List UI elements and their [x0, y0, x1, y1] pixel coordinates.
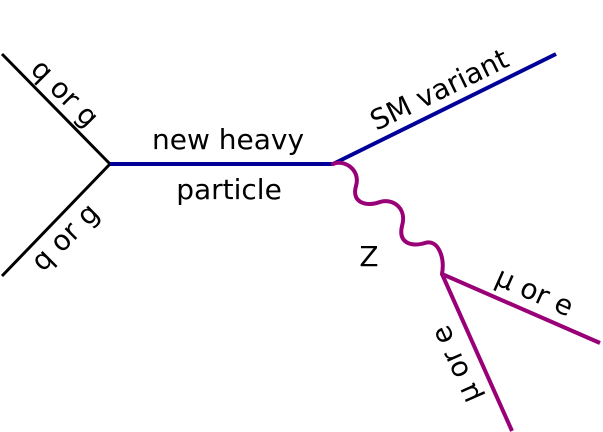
z-boson-wavy-line	[331, 160, 445, 276]
sm-variant-line	[332, 52, 557, 166]
label-heavy-particle-top: new heavy	[152, 123, 304, 156]
label-heavy-particle-bottom: particle	[176, 173, 282, 206]
incoming-line-bottom	[0, 162, 112, 278]
lepton-line-upper	[441, 272, 601, 345]
label-incoming-top: q or g	[24, 52, 105, 133]
lepton-line-lower	[440, 273, 514, 432]
label-sm-variant: SM variant	[365, 42, 514, 137]
incoming-line-top	[0, 52, 112, 166]
label-z-boson: Z	[359, 240, 378, 273]
label-incoming-bottom: q or g	[24, 196, 105, 277]
label-lepton-lower: μ or e	[424, 321, 487, 409]
